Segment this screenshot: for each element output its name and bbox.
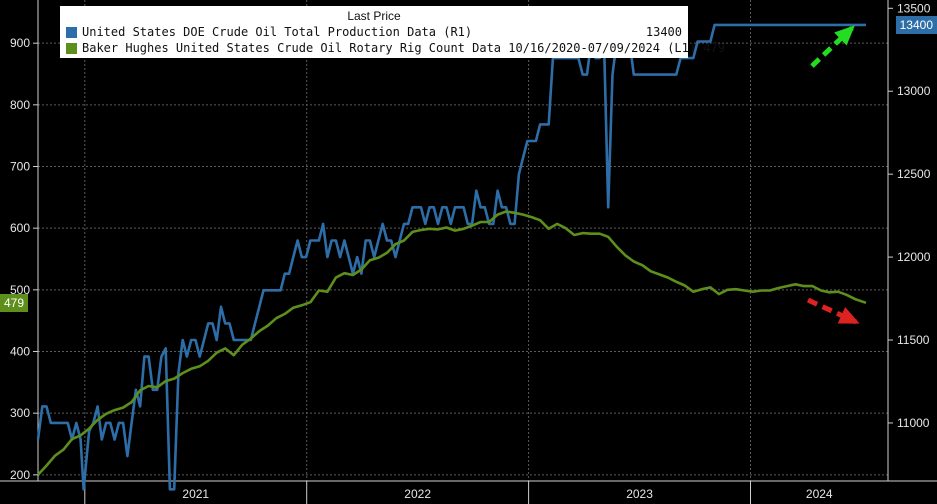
- left-tick-label: 400: [10, 345, 30, 359]
- right-tick-label: 11000: [897, 416, 930, 430]
- annotations: [806, 25, 860, 325]
- legend-label-production: United States DOE Crude Oil Total Produc…: [82, 25, 473, 39]
- legend-title: Last Price: [347, 9, 401, 23]
- left-tick-label: 500: [10, 283, 30, 297]
- left-tick-label: 800: [10, 98, 30, 112]
- right-tick-label: 13000: [897, 84, 931, 98]
- legend-swatch-rig-count: [66, 43, 77, 54]
- left-last-value-badge: 479: [0, 293, 29, 312]
- x-year-label: 2023: [626, 487, 653, 501]
- right-last-value-badge: 13400: [895, 15, 937, 34]
- up-arrow-head: [834, 25, 855, 46]
- left-tick-label: 900: [10, 36, 30, 50]
- right-tick-label: 11500: [897, 333, 930, 347]
- series-line-rig-count: [37, 210, 867, 476]
- legend-item-rig-count[interactable]: Baker Hughes United States Crude Oil Rot…: [60, 40, 725, 56]
- x-year-label: 2022: [404, 487, 431, 501]
- down-arrow-head: [837, 307, 860, 324]
- left-tick-label: 600: [10, 221, 30, 235]
- right-tick-label: 12500: [897, 167, 931, 181]
- left-tick-label: 300: [10, 406, 30, 420]
- right-tick-label: 13500: [897, 1, 931, 15]
- left-tick-label: 700: [10, 160, 30, 174]
- x-year-label: 2024: [806, 487, 833, 501]
- legend-label-rig-count: Baker Hughes United States Crude Oil Rot…: [82, 41, 725, 55]
- up-arrow-shaft: [810, 26, 854, 68]
- legend-item-production[interactable]: United States DOE Crude Oil Total Produc…: [60, 24, 688, 40]
- legend-value-production: 13400: [645, 25, 682, 39]
- left-tick-label: 200: [10, 468, 30, 482]
- right-tick-label: 12000: [897, 250, 931, 264]
- legend-swatch-production: [66, 27, 77, 38]
- x-year-label: 2021: [182, 487, 209, 501]
- down-arrow-shaft: [806, 297, 858, 325]
- legend: Last Price United States DOE Crude Oil T…: [60, 6, 725, 58]
